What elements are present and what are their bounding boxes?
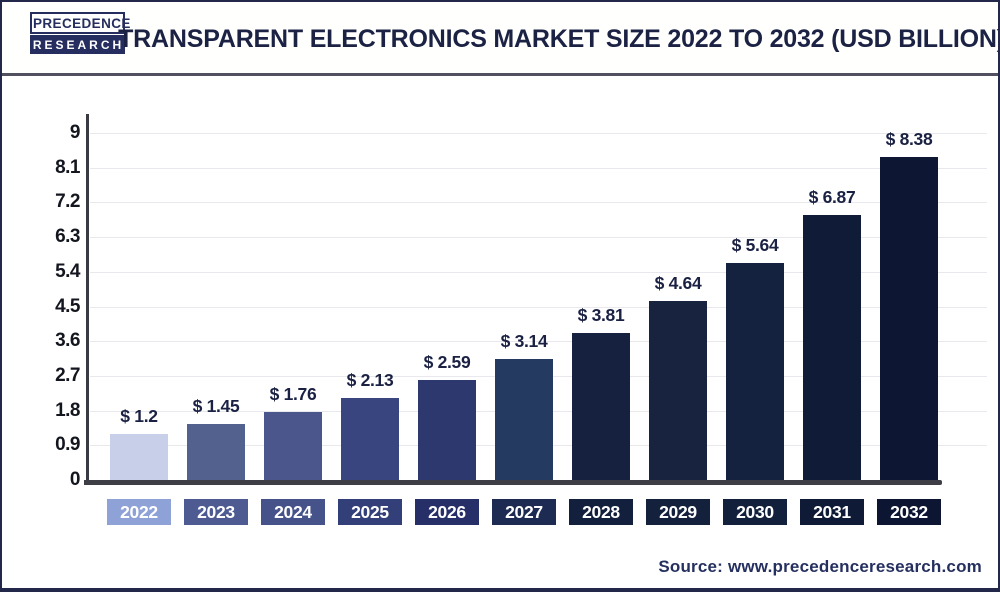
x-tick-label-2025: 2025	[338, 499, 402, 525]
gridline	[90, 271, 987, 273]
y-tick-label: 5.4	[55, 260, 80, 282]
bar-2029	[649, 301, 707, 480]
bar-value-label: $ 6.87	[808, 187, 856, 208]
x-axis-baseline	[84, 480, 942, 485]
bar-value-label: $ 1.45	[192, 396, 240, 417]
bar-2024	[264, 412, 322, 480]
bar-value-label: $ 4.64	[654, 273, 702, 294]
logo-line1: PRECEDENCE	[30, 12, 130, 34]
x-tick-label-2024: 2024	[261, 499, 325, 525]
bar-2028	[572, 333, 630, 480]
logo-line2: RESEARCH	[30, 35, 125, 54]
bar-2030	[726, 262, 784, 480]
y-tick-label: 2.7	[55, 364, 80, 386]
x-tick-label-2030: 2030	[723, 499, 787, 525]
bar-value-label: $ 2.13	[346, 369, 394, 390]
precedence-research-logo: PRECEDENCE RESEARCH	[30, 12, 130, 54]
y-tick-label: 3.6	[55, 330, 80, 352]
y-tick-label: 0	[69, 469, 81, 490]
bar-value-label: $ 2.59	[423, 352, 471, 373]
bar-2023	[187, 424, 245, 480]
x-tick-label-2031: 2031	[800, 499, 864, 525]
y-tick-label: 4.5	[55, 295, 80, 317]
gridline	[90, 237, 987, 239]
y-axis-line	[86, 114, 89, 485]
bar-2026	[418, 380, 476, 480]
bar-2031	[803, 215, 861, 480]
source-attribution: Source: www.precedenceresearch.com	[658, 557, 982, 576]
x-tick-label-2028: 2028	[569, 499, 633, 525]
y-tick-label: 1.8	[55, 399, 80, 421]
x-tick-label-2027: 2027	[492, 499, 556, 525]
bar-value-label: $ 1.76	[269, 384, 317, 405]
y-tick-label: 6.3	[55, 226, 80, 248]
bar-2025	[341, 397, 399, 480]
bar-2022	[110, 433, 168, 480]
y-tick-label: 8.1	[55, 156, 80, 178]
bar-value-label: $ 1.2	[120, 405, 158, 426]
header: PRECEDENCE RESEARCH TRANSPARENT ELECTRON…	[2, 2, 998, 76]
gridline	[90, 133, 987, 134]
x-tick-label-2026: 2026	[415, 499, 479, 525]
x-tick-label-2022: 2022	[107, 499, 171, 525]
y-tick-label: 7.2	[55, 191, 80, 213]
bar-value-label: $ 8.38	[885, 128, 933, 149]
bar-2032	[880, 156, 938, 480]
x-tick-label-2023: 2023	[184, 499, 248, 525]
bar-2027	[495, 358, 553, 480]
bar-value-label: $ 3.81	[577, 305, 625, 326]
gridline	[90, 167, 987, 169]
bar-value-label: $ 5.64	[731, 234, 779, 255]
y-tick-label: 9	[69, 122, 81, 143]
bar-value-label: $ 3.14	[500, 330, 548, 351]
gridline	[90, 341, 987, 343]
chart-title: TRANSPARENT ELECTRONICS MARKET SIZE 2022…	[118, 24, 1000, 53]
x-tick-label-2029: 2029	[646, 499, 710, 525]
gridline	[90, 306, 987, 308]
x-tick-label-2032: 2032	[877, 499, 941, 525]
gridline	[90, 202, 987, 204]
y-tick-label: 0.9	[55, 434, 80, 456]
